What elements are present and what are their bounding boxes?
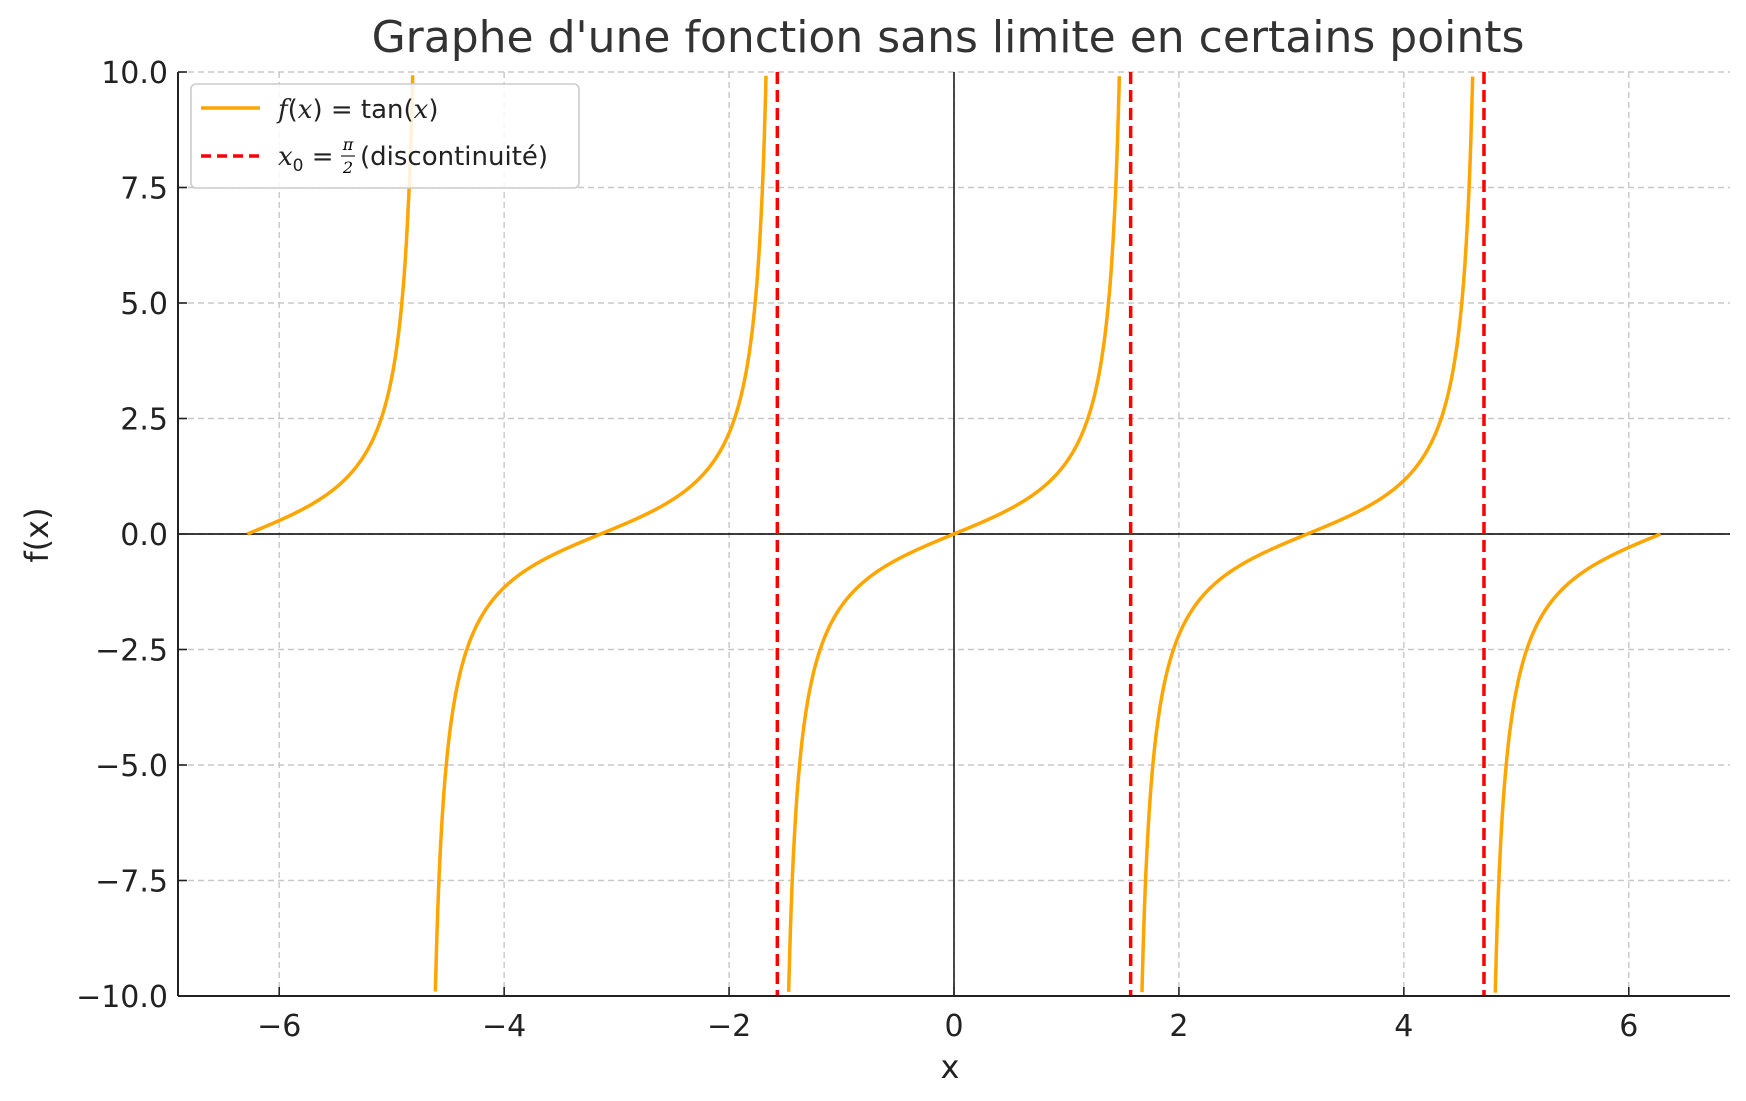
legend-eq-disc: =: [304, 142, 334, 172]
legend: f(x) = tan(x) x0 = π 2 (discontinuité): [190, 83, 580, 189]
tan-branch: [1140, 76, 1475, 993]
discontinuity-lines: [775, 72, 1486, 996]
tan-branch: [786, 76, 1122, 992]
tan-branch: [245, 75, 415, 536]
x-tick-label: 0: [944, 1009, 963, 1044]
x-axis-label: x: [941, 1048, 960, 1086]
x-tick-label: −4: [482, 1009, 526, 1044]
y-ticks: −10.0 −7.5 −5.0 −2.5 0.0 2.5 5.0 7.5 10.0: [76, 56, 187, 1015]
legend-label-tan: f(x) = tan(x): [276, 95, 439, 125]
legend-label-discontinuity: x0 =: [278, 142, 334, 176]
x-tick-label: −6: [257, 1009, 301, 1044]
legend-eq-tan: ) = tan(: [312, 95, 413, 125]
legend-two: 2: [342, 158, 353, 177]
tan-branch: [433, 75, 768, 992]
y-tick-label: −7.5: [95, 865, 168, 900]
x-tick-label: 4: [1394, 1009, 1413, 1044]
legend-box: [190, 83, 580, 189]
y-tick-label: 7.5: [120, 172, 168, 207]
y-tick-label: −10.0: [76, 980, 168, 1015]
chart-title: Graphe d'une fonction sans limite en cer…: [372, 12, 1525, 63]
legend-rest: (discontinuité): [360, 142, 548, 172]
y-tick-label: −5.0: [95, 749, 168, 784]
legend-x: x: [298, 95, 313, 125]
x-tick-label: 2: [1169, 1009, 1188, 1044]
x-tick-label: −2: [707, 1009, 751, 1044]
y-tick-label: 0.0: [120, 518, 168, 553]
y-tick-label: −2.5: [95, 634, 168, 669]
legend-sub: 0: [293, 156, 304, 176]
y-tick-label: 2.5: [120, 403, 168, 438]
legend-pi: π: [342, 135, 354, 154]
legend-x0: x: [278, 142, 293, 172]
legend-end: ): [428, 95, 438, 125]
x-ticks: −6 −4 −2 0 2 4 6: [257, 987, 1638, 1044]
legend-x2: x: [414, 95, 429, 125]
y-tick-label: 10.0: [101, 56, 168, 91]
legend-paren: (: [288, 95, 298, 125]
tan-branch: [1493, 532, 1663, 993]
y-tick-label: 5.0: [120, 287, 168, 322]
tan-curve: [245, 75, 1663, 993]
y-axis-label: f(x): [18, 507, 56, 562]
x-tick-label: 6: [1619, 1009, 1638, 1044]
